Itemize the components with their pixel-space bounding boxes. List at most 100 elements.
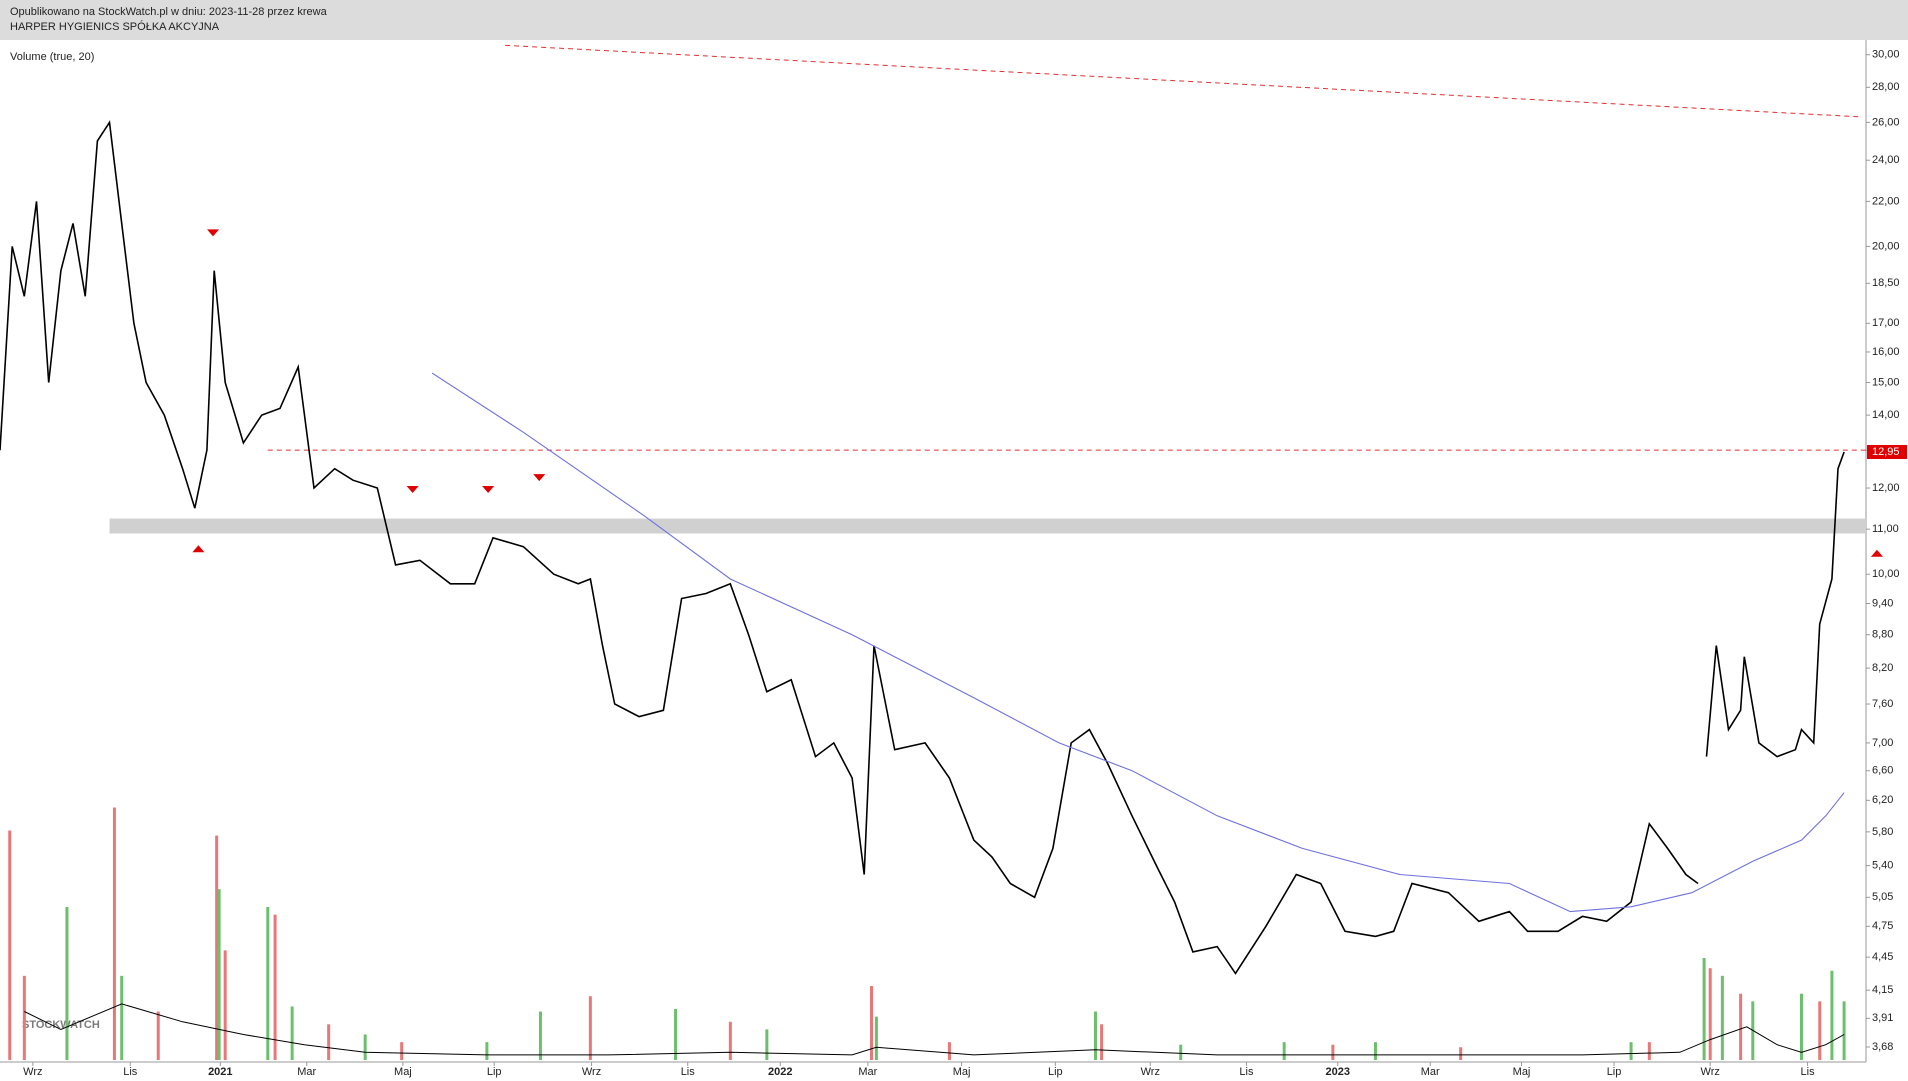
volume-bar [1373, 1042, 1377, 1060]
header-bar [0, 0, 1908, 40]
x-tick-label: Mar [297, 1066, 316, 1078]
volume-bar [223, 950, 227, 1060]
volume-bar [215, 835, 219, 1060]
watermark: STOCKWATCH [22, 1019, 100, 1031]
y-tick-label: 6,60 [1872, 765, 1893, 777]
x-tick-label: Mar [1421, 1066, 1440, 1078]
volume-bar [870, 986, 874, 1060]
x-tick-label: Maj [1513, 1066, 1531, 1078]
volume-bar [290, 1006, 294, 1060]
volume-bar [538, 1011, 542, 1060]
volume-bar [765, 1029, 769, 1060]
volume-average [24, 1003, 1845, 1056]
x-tick-label: Lip [1607, 1066, 1622, 1078]
volume-bar [363, 1034, 367, 1060]
y-tick-label: 7,00 [1872, 737, 1893, 749]
x-tick-label: Wrz [1141, 1066, 1160, 1078]
trend-line [505, 44, 1863, 118]
x-tick-label: Lis [681, 1066, 696, 1078]
volume-bar [1799, 993, 1803, 1060]
y-tick-label: 5,40 [1872, 860, 1893, 872]
volume-bar [327, 1024, 331, 1060]
last-price-label: 12,95 [1872, 446, 1900, 458]
last-price-box [1867, 444, 1907, 459]
x-tick-label: Lis [1801, 1066, 1816, 1078]
price-line [0, 120, 1845, 975]
x-tick-label: Wrz [582, 1066, 601, 1078]
x-tick-label: Wrz [1701, 1066, 1720, 1078]
volume-bar [1100, 1024, 1104, 1060]
y-tick-label: 26,00 [1872, 116, 1900, 128]
volume-bar [112, 807, 116, 1060]
x-tick-label: 2023 [1325, 1066, 1349, 1078]
y-tick-label: 20,00 [1872, 240, 1900, 252]
volume-bar [1842, 1001, 1846, 1060]
y-tick-label: 12,00 [1872, 482, 1900, 494]
volume-bar [1093, 1011, 1097, 1060]
volume-bar [120, 975, 124, 1060]
signal-marker [533, 474, 546, 482]
volume-bar [400, 1042, 404, 1060]
x-tick-label: 2021 [208, 1066, 232, 1078]
x-tick-label: Lis [1239, 1066, 1254, 1078]
y-tick-label: 8,80 [1872, 629, 1893, 641]
volume-bar [273, 914, 277, 1060]
volume-bar [1331, 1044, 1335, 1060]
y-tick-label: 4,15 [1872, 984, 1893, 996]
y-tick-label: 3,68 [1872, 1041, 1893, 1053]
y-tick-label: 9,40 [1872, 597, 1893, 609]
moving-average [431, 372, 1845, 913]
y-tick-label: 5,80 [1872, 826, 1893, 838]
volume-bar [1459, 1047, 1463, 1060]
y-tick-label: 17,00 [1872, 317, 1900, 329]
y-tick-label: 10,00 [1872, 568, 1900, 580]
volume-bar [1647, 1042, 1651, 1060]
signal-marker [207, 229, 220, 237]
volume-bar [874, 1016, 878, 1060]
plot-area: STOCKWATCH [0, 44, 1866, 1060]
x-tick-label: Wrz [23, 1066, 42, 1078]
y-tick-label: 4,75 [1872, 920, 1893, 932]
volume-bar [728, 1021, 732, 1060]
volume-bar [588, 996, 592, 1060]
y-tick-label: 3,91 [1872, 1012, 1893, 1024]
volume-bar [217, 889, 221, 1060]
y-tick-label: 24,00 [1872, 154, 1900, 166]
volume-bar [266, 907, 270, 1060]
y-tick-label: 18,50 [1872, 277, 1900, 289]
x-tick-label: 2022 [768, 1066, 792, 1078]
volume-bar [1179, 1044, 1183, 1060]
volume-bar [22, 975, 26, 1060]
indicator-label: Volume (true, 20) [10, 51, 94, 63]
y-tick-label: 5,05 [1872, 891, 1893, 903]
volume-bar [947, 1042, 951, 1060]
x-tick-label: Maj [394, 1066, 412, 1078]
y-tick-label: 6,20 [1872, 794, 1893, 806]
x-tick-label: Mar [858, 1066, 877, 1078]
y-tick-label: 14,00 [1872, 409, 1900, 421]
volume-bar [1708, 968, 1712, 1060]
x-tick-label: Maj [953, 1066, 971, 1078]
volume-bar [1720, 975, 1724, 1060]
signal-marker [192, 545, 205, 553]
volume-bar [485, 1042, 489, 1060]
volume-bar [1282, 1042, 1286, 1060]
y-tick-label: 8,20 [1872, 662, 1893, 674]
y-tick-label: 7,60 [1872, 698, 1893, 710]
support-zone [109, 518, 1866, 534]
y-tick-label: 30,00 [1872, 49, 1900, 61]
volume-bar [156, 1011, 160, 1060]
y-tick-label: 16,00 [1872, 346, 1900, 358]
y-tick-label: 28,00 [1872, 81, 1900, 93]
header-line: Opublikowano na StockWatch.pl w dniu: 20… [10, 6, 328, 18]
volume-bar [674, 1009, 678, 1060]
x-tick-label: Lip [1048, 1066, 1063, 1078]
volume-bar [1629, 1042, 1633, 1060]
signal-marker [406, 485, 419, 493]
volume-bar [1739, 993, 1743, 1060]
signal-marker [1870, 549, 1883, 557]
y-tick-label: 15,00 [1872, 376, 1900, 388]
y-tick-label: 11,00 [1872, 523, 1899, 535]
volume-bar [1830, 970, 1834, 1060]
